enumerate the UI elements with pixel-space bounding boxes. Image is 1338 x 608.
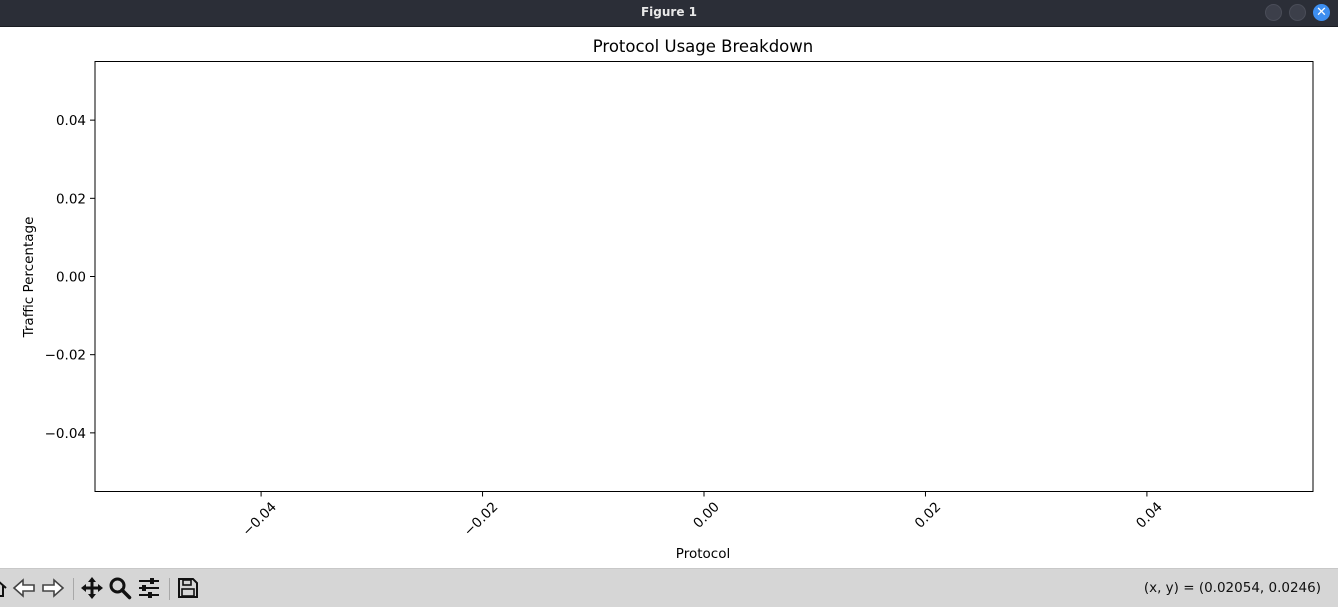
y-axis-ticks: 0.04 0.02 0.00 −0.02 −0.04	[45, 113, 95, 442]
y-tick-label: −0.02	[45, 348, 86, 364]
figure-canvas[interactable]: Protocol Usage Breakdown −0.04 −0.02 0.00 0…	[0, 27, 1338, 567]
x-tick-label: 0.04	[1133, 499, 1166, 532]
zoom-magnifier-icon	[109, 577, 132, 600]
y-tick-label: 0.00	[56, 270, 86, 286]
save-button[interactable]	[175, 575, 201, 601]
x-axis-label: Protocol	[676, 546, 730, 562]
chart-title: Protocol Usage Breakdown	[593, 37, 813, 56]
configure-sliders-icon	[139, 578, 159, 598]
close-icon: ✕	[1316, 5, 1327, 20]
x-tick-label: −0.04	[239, 499, 280, 540]
cursor-coordinates-readout: (x, y) = (0.02054, 0.0246)	[1143, 580, 1321, 596]
window-titlebar: Figure 1 ✕	[0, 0, 1338, 27]
save-floppy-icon	[178, 578, 198, 598]
forward-button[interactable]	[40, 575, 66, 601]
y-tick-label: 0.02	[56, 191, 86, 207]
y-tick-label: 0.04	[56, 113, 86, 129]
y-tick-label: −0.04	[45, 426, 86, 442]
back-arrow-icon	[12, 578, 35, 598]
back-button[interactable]	[11, 575, 37, 601]
home-icon	[0, 581, 7, 597]
close-button[interactable]: ✕	[1313, 4, 1330, 21]
configure-subplots-button[interactable]	[136, 575, 162, 601]
x-tick-label: 0.00	[690, 499, 723, 532]
forward-arrow-icon	[42, 578, 65, 598]
minimize-button[interactable]	[1265, 4, 1282, 21]
x-axis-ticks: −0.04 −0.02 0.00 0.02 0.04	[239, 491, 1166, 540]
home-button[interactable]	[0, 575, 10, 601]
chart: Protocol Usage Breakdown −0.04 −0.02 0.00 0…	[21, 37, 1314, 562]
toolbar-separator	[73, 578, 74, 600]
navigation-toolbar: (x, y) = (0.02054, 0.0246)	[0, 568, 1338, 607]
y-axis-label: Traffic Percentage	[21, 217, 37, 339]
x-tick-label: 0.02	[912, 499, 945, 532]
maximize-button[interactable]	[1289, 4, 1306, 21]
pan-move-icon	[81, 577, 103, 599]
plot-area[interactable]	[94, 61, 1314, 492]
zoom-button[interactable]	[107, 575, 133, 601]
toolbar-separator	[169, 578, 170, 600]
window-title: Figure 1	[640, 5, 698, 19]
x-tick-label: −0.02	[461, 499, 502, 540]
pan-button[interactable]	[79, 575, 105, 601]
